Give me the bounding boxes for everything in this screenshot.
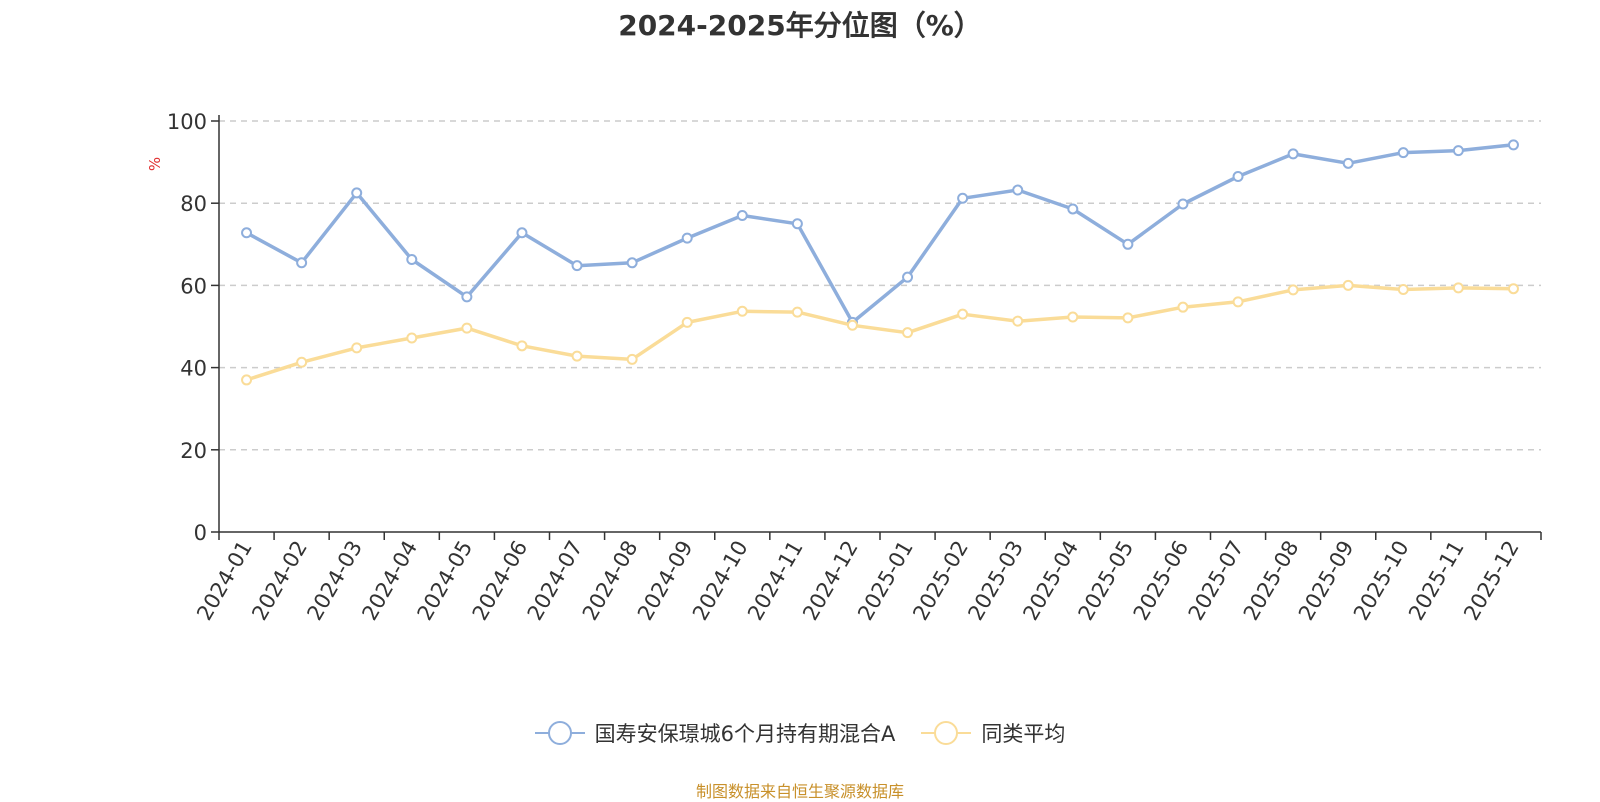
legend-label-average: 同类平均 (981, 722, 1066, 746)
series-line-1 (245, 283, 1514, 382)
data-point-1-19 (1287, 284, 1299, 296)
data-point-0-21 (1397, 147, 1409, 159)
data-point-0-14 (1012, 184, 1024, 196)
grid-lines (219, 120, 1541, 451)
data-point-1-22 (1452, 282, 1464, 294)
data-point-0-23 (1507, 139, 1519, 151)
data-point-1-23 (1507, 283, 1519, 295)
legend-label-fund: 国寿安保璟城6个月持有期混合A (594, 722, 896, 746)
data-point-1-16 (1122, 312, 1134, 324)
data-point-1-6 (571, 350, 583, 362)
data-point-0-2 (351, 187, 363, 199)
legend: 国寿安保璟城6个月持有期混合A 同类平均 (0, 718, 1600, 748)
data-point-1-8 (681, 316, 693, 328)
data-point-0-18 (1232, 170, 1244, 182)
data-point-1-18 (1232, 296, 1244, 308)
data-point-1-17 (1177, 301, 1189, 313)
data-point-1-9 (736, 305, 748, 317)
series-line-0 (245, 143, 1514, 325)
data-point-0-0 (241, 227, 253, 239)
legend-swatch-fund-icon (534, 721, 585, 745)
y-tick-label-0: 0 (194, 521, 207, 545)
data-point-0-4 (461, 291, 473, 303)
data-point-0-15 (1067, 203, 1079, 215)
legend-item-fund[interactable]: 国寿安保璟城6个月持有期混合A (534, 718, 896, 748)
data-point-1-20 (1342, 279, 1354, 291)
y-tick-label-40: 40 (180, 357, 207, 381)
y-tick-label-100: 100 (167, 110, 207, 134)
chart-title: 2024-2025年分位图（%） (618, 9, 982, 42)
data-point-0-13 (957, 192, 969, 204)
data-point-0-16 (1122, 238, 1134, 250)
data-point-0-9 (736, 210, 748, 222)
series-lines (241, 139, 1519, 386)
data-point-1-2 (351, 342, 363, 354)
data-point-0-7 (626, 257, 638, 269)
y-tick-label-60: 60 (180, 274, 207, 298)
source-note: 制图数据来自恒生聚源数据库 (695, 782, 904, 801)
data-point-1-21 (1397, 284, 1409, 296)
data-point-0-20 (1342, 157, 1354, 169)
data-point-1-13 (957, 308, 969, 320)
data-point-1-11 (846, 319, 858, 331)
data-point-0-8 (681, 232, 693, 244)
data-point-0-3 (406, 254, 418, 266)
y-axis-label: % (146, 157, 164, 171)
data-point-0-17 (1177, 198, 1189, 210)
data-point-0-6 (571, 260, 583, 272)
data-point-0-22 (1452, 145, 1464, 157)
data-point-1-15 (1067, 311, 1079, 323)
data-point-0-10 (791, 218, 803, 230)
data-point-0-19 (1287, 148, 1299, 160)
x-tick-label-2025-12: 2025-12 (1459, 537, 1524, 625)
data-point-0-5 (516, 227, 528, 239)
data-point-1-3 (406, 332, 418, 344)
y-tick-label-20: 20 (180, 439, 207, 463)
data-point-1-10 (791, 306, 803, 318)
data-point-1-12 (902, 327, 914, 339)
legend-swatch-average-icon (921, 721, 972, 745)
legend-item-average[interactable]: 同类平均 (921, 718, 1065, 748)
data-point-1-1 (296, 356, 308, 368)
data-point-1-14 (1012, 315, 1024, 327)
data-point-1-5 (516, 340, 528, 352)
data-point-0-1 (296, 257, 308, 269)
data-point-1-7 (626, 353, 638, 365)
data-point-0-12 (902, 271, 914, 283)
y-tick-label-80: 80 (180, 192, 207, 216)
data-point-1-4 (461, 322, 473, 334)
data-point-1-0 (241, 374, 253, 386)
